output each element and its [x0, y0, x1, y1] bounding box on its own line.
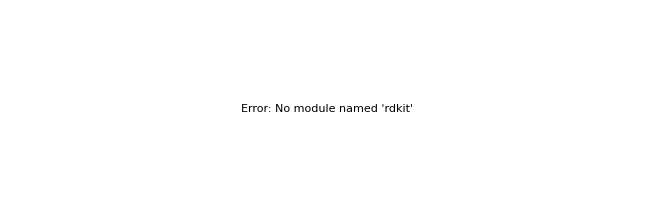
- Text: Error: No module named 'rdkit': Error: No module named 'rdkit': [242, 104, 413, 115]
